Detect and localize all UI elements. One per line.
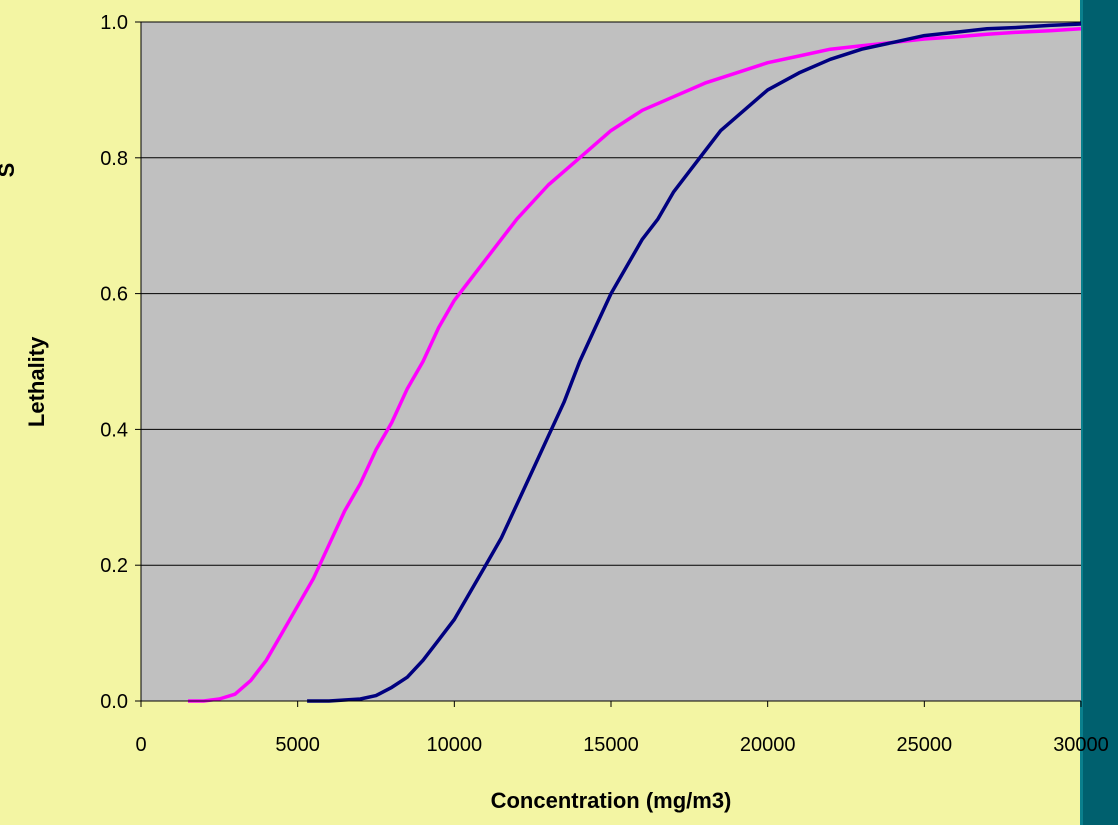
series-line-2 xyxy=(307,22,1082,703)
x-tick-label: 20000 xyxy=(740,734,796,756)
x-tick-label: 5000 xyxy=(275,734,320,756)
x-tick-label: 25000 xyxy=(897,734,953,756)
x-tick-label: 0 xyxy=(135,734,146,756)
y-tick-label: 0.6 xyxy=(100,284,128,306)
tick-labels: 0.0 0.2 0.4 0.6 0.8 1.0 0 5000 10000 15000 20000 25… xyxy=(100,12,1109,756)
y-axis-title: Lethality xyxy=(24,336,49,427)
x-tick-label: 30000 xyxy=(1053,734,1109,756)
y-tick-label: 1.0 xyxy=(100,12,128,34)
axes xyxy=(135,21,1082,707)
series-lines xyxy=(188,22,1082,703)
teal-side-band-edge xyxy=(1080,0,1083,825)
y-tick-label: 0.0 xyxy=(100,691,128,713)
plot-area xyxy=(141,22,1081,701)
y-tick-label: 0.8 xyxy=(100,148,128,170)
teal-side-band xyxy=(1082,0,1118,825)
x-axis-title: Concentration (mg/m3) xyxy=(491,788,732,813)
y-tick-label: 0.2 xyxy=(100,555,128,577)
x-tick-label: 10000 xyxy=(427,734,483,756)
y-tick-label: 0.4 xyxy=(100,419,128,441)
x-tick-label: 15000 xyxy=(583,734,639,756)
y-axis-title-clipped-glyph: S xyxy=(0,163,19,178)
